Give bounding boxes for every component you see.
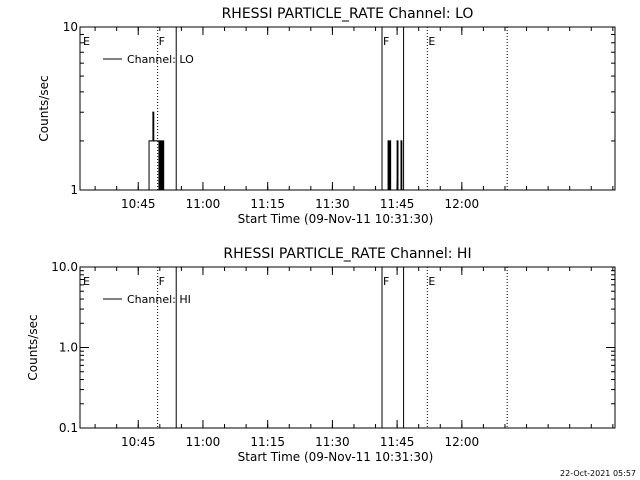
y-tick-label: 0.1: [59, 421, 78, 435]
data-point: [396, 140, 398, 142]
data-point: [160, 140, 162, 142]
data-point: [148, 140, 150, 142]
x-tick-label: 10:45: [121, 435, 156, 449]
event-marker-label: F: [383, 35, 389, 48]
data-point: [387, 140, 389, 142]
x-axis-label: Start Time (09-Nov-11 10:31:30): [238, 212, 434, 226]
y-axis-label: Counts/sec: [37, 75, 51, 141]
plot-frame: [79, 266, 616, 429]
event-marker-label: E: [83, 35, 90, 48]
y-axis-label: Counts/sec: [26, 314, 40, 380]
y-tick-label: 1.0: [59, 341, 78, 355]
event-marker-label: F: [159, 275, 165, 288]
x-tick-label: 11:30: [315, 435, 350, 449]
y-tick-label: 10: [63, 20, 78, 34]
plot-timestamp: 22-Oct-2021 05:57: [560, 469, 636, 478]
data-point: [151, 140, 153, 142]
legend-label: Channel: LO: [127, 53, 194, 66]
x-tick-label: 11:15: [250, 435, 285, 449]
event-marker-label: E: [83, 275, 90, 288]
event-marker-label: F: [383, 275, 389, 288]
event-marker-label: E: [428, 35, 435, 48]
data-point: [155, 140, 157, 142]
data-point: [159, 140, 161, 142]
y-tick-label: 10.0: [51, 260, 78, 274]
x-tick-label: 11:00: [186, 197, 221, 211]
data-point: [162, 140, 164, 142]
x-tick-label: 11:45: [380, 435, 415, 449]
x-tick-label: 11:00: [186, 435, 221, 449]
x-tick-label: 11:30: [315, 197, 350, 211]
series-line: [148, 111, 403, 191]
data-point: [154, 140, 156, 142]
hi-channel-panel: RHESSI PARTICLE_RATE Channel: HI 10:45 11:…: [26, 246, 616, 464]
x-axis-label: Start Time (09-Nov-11 10:31:30): [238, 450, 434, 464]
x-tick-label: 11:45: [380, 197, 415, 211]
x-tick-label: 11:15: [250, 197, 285, 211]
chart-title: RHESSI PARTICLE_RATE Channel: HI: [223, 246, 471, 262]
lo-channel-panel: RHESSI PARTICLE_RATE Channel: LO 10:45 11:…: [37, 6, 616, 226]
chart-title: RHESSI PARTICLE_RATE Channel: LO: [222, 6, 474, 22]
x-tick-label: 12:00: [445, 197, 480, 211]
legend-label: Channel: HI: [127, 293, 191, 306]
event-marker-label: E: [428, 275, 435, 288]
data-point: [400, 140, 402, 142]
data-point: [152, 111, 154, 113]
x-tick-label: 12:00: [445, 435, 480, 449]
data-point: [389, 140, 391, 142]
y-tick-label: 1: [70, 183, 78, 197]
data-point: [153, 140, 155, 142]
x-tick-label: 10:45: [121, 197, 156, 211]
event-marker-label: F: [159, 35, 165, 48]
data-point: [157, 140, 159, 142]
